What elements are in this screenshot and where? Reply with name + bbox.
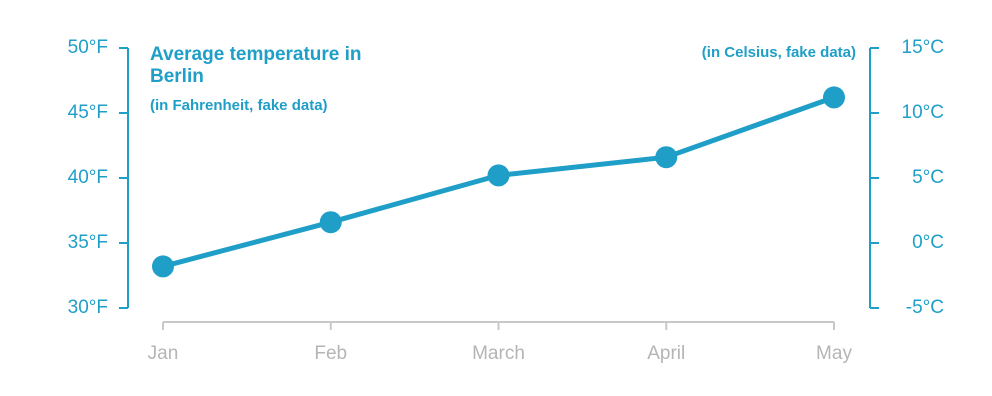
point <box>487 164 510 187</box>
x-tick-label: May <box>816 343 852 364</box>
y2-tick-label: 10°C <box>902 102 944 123</box>
x-tick-label: April <box>647 343 685 364</box>
point <box>655 146 678 169</box>
y2-tick-label: 0°C <box>912 232 944 253</box>
y2-tick-label: -5°C <box>906 297 944 318</box>
x-tick-label: March <box>472 343 525 364</box>
chart-title: Average temperature in Berlin <box>150 44 362 87</box>
y-tick-label: 30°F <box>68 297 108 318</box>
right-axis-note: (in Celsius, fake data) <box>701 44 856 61</box>
point <box>152 255 174 278</box>
y-tick-label: 35°F <box>68 232 108 253</box>
x-tick-label: Feb <box>314 343 347 364</box>
chart-subtitle: (in Fahrenheit, fake data) <box>150 97 328 114</box>
point <box>823 86 845 109</box>
y-tick-label: 45°F <box>68 102 108 123</box>
x-tick-label: Jan <box>148 343 179 364</box>
y-tick-label: 40°F <box>68 167 108 188</box>
point <box>319 211 342 234</box>
y2-tick-label: 15°C <box>902 37 944 58</box>
y-tick-label: 50°F <box>68 37 108 58</box>
y2-tick-label: 5°C <box>912 167 944 188</box>
